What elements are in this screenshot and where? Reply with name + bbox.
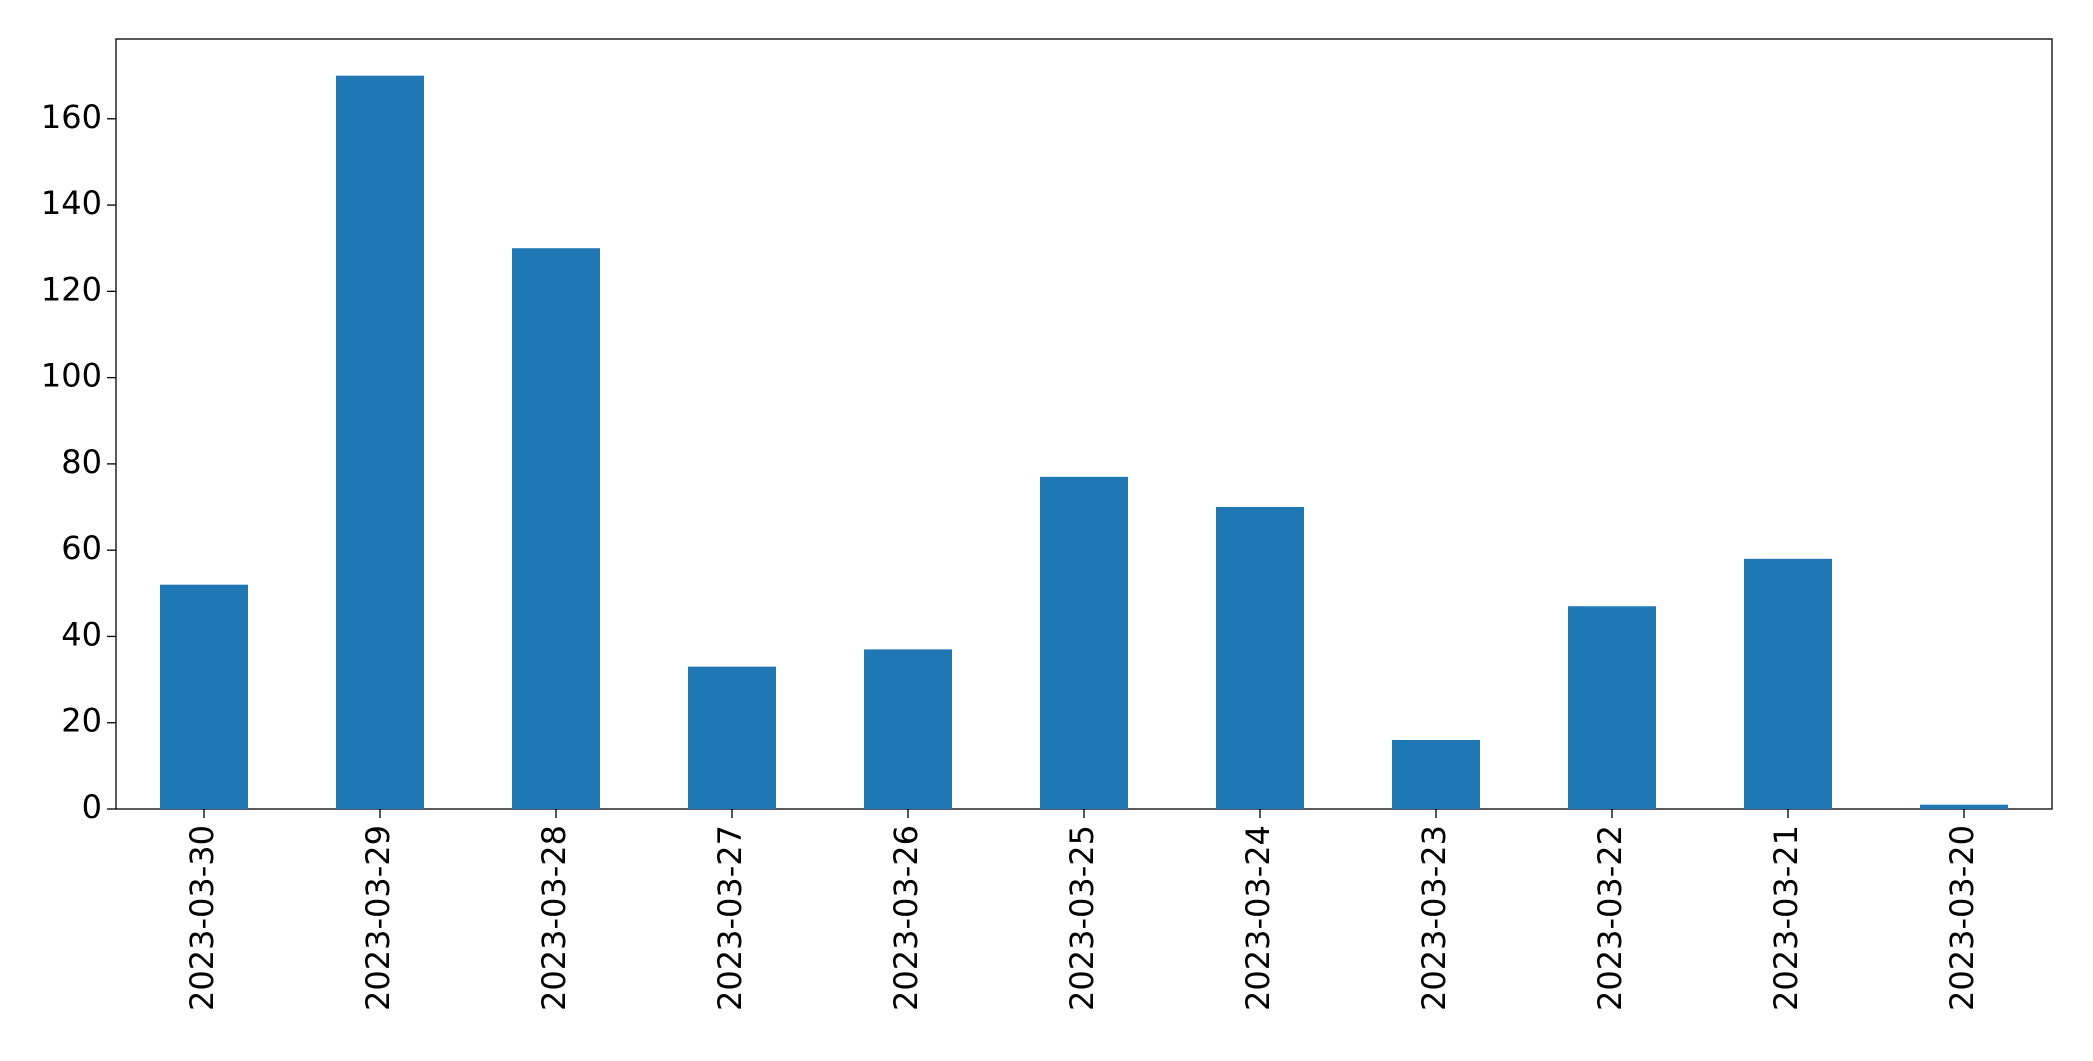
x-tick-label: 2023-03-23 [1415, 825, 1453, 1011]
bar [336, 75, 424, 809]
y-tick-label: 120 [41, 270, 102, 308]
x-tick-label: 2023-03-26 [887, 825, 925, 1011]
y-tick-label: 160 [41, 98, 102, 136]
x-tick-label: 2023-03-28 [535, 825, 573, 1011]
bar [1040, 476, 1128, 809]
y-tick-label: 100 [41, 357, 102, 395]
x-tick-label: 2023-03-22 [1591, 825, 1629, 1011]
x-tick-label: 2023-03-27 [711, 825, 749, 1011]
x-tick-label: 2023-03-25 [1063, 825, 1101, 1011]
y-tick-label: 60 [61, 529, 102, 567]
bar [864, 649, 952, 809]
bar [512, 248, 600, 809]
y-tick-label: 0 [82, 788, 102, 826]
x-tick-label: 2023-03-24 [1239, 825, 1277, 1011]
x-tick-label: 2023-03-30 [183, 825, 221, 1011]
x-tick-label: 2023-03-20 [1943, 825, 1981, 1011]
bar [688, 666, 776, 809]
bar [1392, 739, 1480, 809]
bar [1744, 558, 1832, 809]
bar [1216, 507, 1304, 809]
y-tick-label: 140 [41, 184, 102, 222]
y-tick-label: 20 [61, 702, 102, 740]
x-tick-label: 2023-03-29 [359, 825, 397, 1011]
bar [160, 584, 248, 809]
y-tick-label: 80 [61, 443, 102, 481]
x-tick-label: 2023-03-21 [1767, 825, 1805, 1011]
bar [1920, 804, 2008, 809]
bar [1568, 606, 1656, 809]
y-tick-label: 40 [61, 615, 102, 653]
